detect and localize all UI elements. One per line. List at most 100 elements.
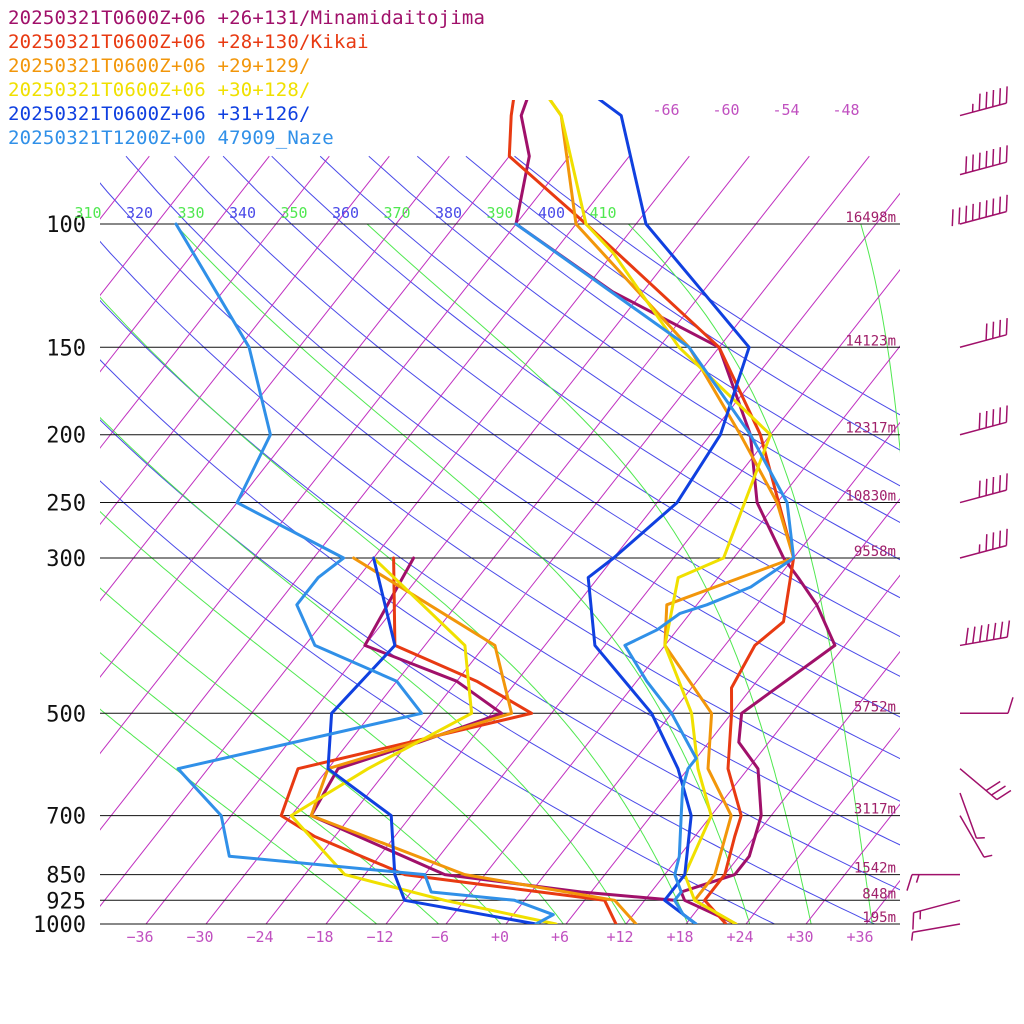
isotherm xyxy=(205,155,810,924)
dry-adiabat xyxy=(465,155,900,451)
dry-adiabat xyxy=(416,155,900,487)
isotherm xyxy=(100,155,390,526)
temperature-tick-label: +12 xyxy=(606,928,633,946)
dry-adiabat xyxy=(100,240,900,802)
wind-barb xyxy=(959,473,1008,504)
temperature-tick-label: −12 xyxy=(366,928,393,946)
theta-label: 400 xyxy=(538,204,565,222)
temperature-tick-label: +0 xyxy=(491,928,509,946)
wind-barb xyxy=(959,815,993,858)
legend-entry: 20250321T0600Z+06 +31+126/ xyxy=(8,103,311,125)
dewpoint-line xyxy=(279,556,618,924)
isotherm xyxy=(805,803,900,924)
wind-barb xyxy=(912,899,961,930)
height-label: 848m xyxy=(862,886,896,902)
temperature-line xyxy=(548,100,796,924)
theta-label: 340 xyxy=(229,204,256,222)
dry-adiabat xyxy=(100,299,900,846)
pressure-tick-label: 925 xyxy=(46,889,86,914)
height-label: 195m xyxy=(862,910,896,926)
isotherm-top-label: -60 xyxy=(712,101,739,119)
temperature-tick-label: −18 xyxy=(306,928,333,946)
isotherm xyxy=(265,155,870,924)
isotherm xyxy=(100,155,450,602)
pressure-tick-label: 200 xyxy=(46,424,86,449)
isotherm xyxy=(385,269,900,924)
pressure-tick-label: 1000 xyxy=(33,913,86,938)
pressure-tick-label: 100 xyxy=(46,213,86,238)
pressure-tick-label: 250 xyxy=(46,492,86,517)
isotherm xyxy=(100,155,570,755)
height-label: 16498m xyxy=(845,210,896,226)
height-label: 14123m xyxy=(845,333,896,349)
moist-adiabat xyxy=(628,223,873,924)
temperature-line xyxy=(507,100,796,924)
pressure-tick-label: 150 xyxy=(46,336,86,361)
wind-barb xyxy=(959,697,1014,715)
isotherm xyxy=(100,155,210,297)
wind-barb xyxy=(959,792,985,839)
theta-label: 320 xyxy=(126,204,153,222)
isotherm xyxy=(685,650,900,924)
isotherm-top-label: -48 xyxy=(832,101,859,119)
wind-barb xyxy=(906,873,961,891)
wind-barb xyxy=(959,768,1012,801)
wind-barbs xyxy=(906,86,1014,941)
temperature-tick-label: +30 xyxy=(786,928,813,946)
height-label: 5752m xyxy=(854,699,896,715)
isotherm xyxy=(445,345,900,924)
legend-entry: 20250321T0600Z+06 +28+130/Kikai xyxy=(8,31,369,53)
temperature-line xyxy=(548,100,772,924)
moist-adiabat xyxy=(174,223,751,924)
legend-entry: 20250321T0600Z+06 +29+129/ xyxy=(8,55,311,77)
height-label: 10830m xyxy=(845,489,896,505)
temperature-tick-label: −6 xyxy=(431,928,449,946)
dry-adiabat xyxy=(100,182,900,760)
height-label: 9558m xyxy=(854,544,896,560)
height-label: 1542m xyxy=(854,861,896,877)
dry-adiabat xyxy=(100,419,876,924)
moist-adiabat xyxy=(100,587,502,924)
wind-barb xyxy=(910,923,961,941)
isotherm xyxy=(625,574,900,924)
temperature-tick-label: −36 xyxy=(126,928,153,946)
pressure-tick-label: 700 xyxy=(46,805,86,830)
series-group xyxy=(174,100,837,924)
temperature-tick-label: −30 xyxy=(186,928,213,946)
isotherm xyxy=(914,156,1024,939)
height-label: 3117m xyxy=(854,802,896,818)
dewpoint-line xyxy=(289,556,558,924)
theta-label: 310 xyxy=(74,204,101,222)
moist-adiabat xyxy=(100,708,378,924)
theta-label: 380 xyxy=(435,204,462,222)
pressure-tick-label: 300 xyxy=(46,547,86,572)
temperature-line xyxy=(514,222,796,924)
isotherm-top-label: -66 xyxy=(652,101,679,119)
moist-adiabat xyxy=(366,223,812,924)
wind-barb xyxy=(951,194,1008,227)
isotherm xyxy=(100,155,690,907)
isotherm xyxy=(100,155,330,449)
legend-entry: 20250321T0600Z+06 +30+128/ xyxy=(8,79,311,101)
wind-barb xyxy=(959,318,1008,348)
temperature-tick-label: +6 xyxy=(551,928,569,946)
theta-label: 410 xyxy=(589,204,616,222)
isotherm xyxy=(505,421,900,924)
dewpoint-line xyxy=(326,556,538,924)
dry-adiabat xyxy=(514,155,900,416)
dewpoint-line xyxy=(309,556,677,902)
isotherm-top-label: -54 xyxy=(772,101,799,119)
dry-adiabat xyxy=(319,155,900,561)
temperature-tick-label: +18 xyxy=(666,928,693,946)
moist-adiabat xyxy=(100,510,565,924)
dry-adiabat xyxy=(222,155,900,638)
pressure-tick-label: 850 xyxy=(46,864,86,889)
isotherm xyxy=(145,155,750,924)
isotherm xyxy=(0,156,29,939)
isotherm xyxy=(565,498,900,924)
legend-entry: 20250321T1200Z+00 47909_Naze xyxy=(8,127,334,149)
wind-barb xyxy=(959,405,1008,436)
dry-adiabat xyxy=(125,155,900,718)
dewpoint-line xyxy=(309,556,638,924)
